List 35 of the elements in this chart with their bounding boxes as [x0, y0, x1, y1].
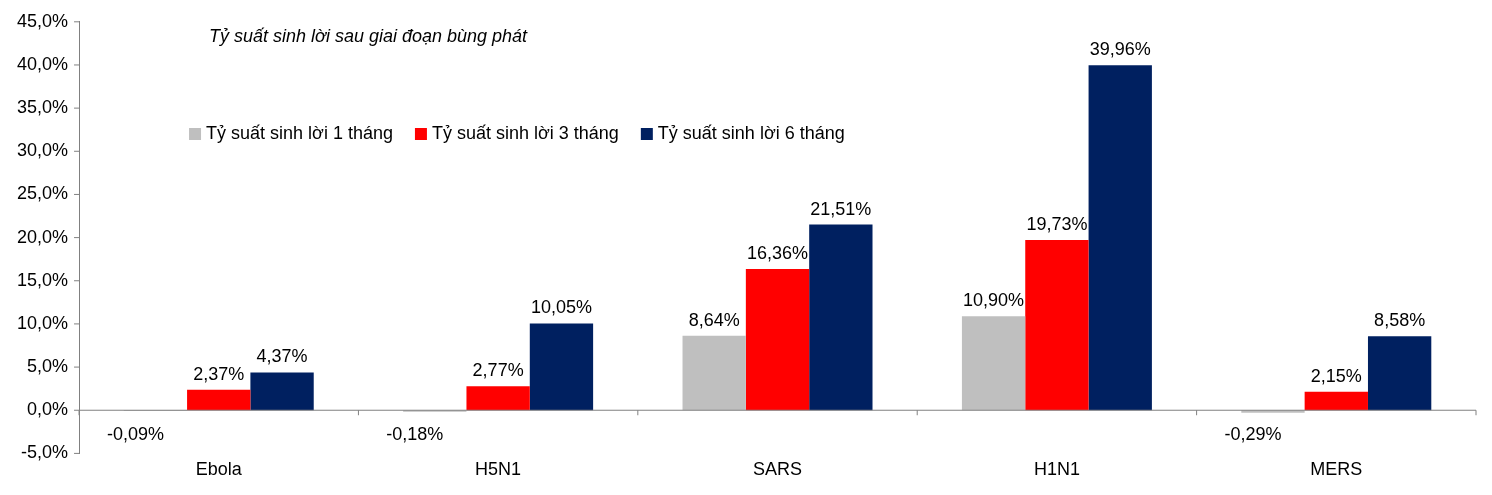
y-tick-label: 5,0% — [27, 356, 69, 377]
annotation: Tỷ suất sinh lời sau giai đoạn bùng phát — [209, 25, 529, 46]
x-tick-label: Ebola — [195, 459, 243, 480]
data-label: 2,15% — [1310, 365, 1362, 386]
y-tick-label: 25,0% — [16, 183, 69, 204]
x-tick-label: SARS — [753, 459, 803, 480]
data-label: -0,18% — [386, 424, 444, 445]
data-label: 39,96% — [1089, 39, 1151, 60]
y-tick-label: 30,0% — [16, 140, 69, 161]
legend-label: Tỷ suất sinh lời 6 tháng — [657, 122, 845, 143]
y-tick-label: 45,0% — [16, 10, 69, 31]
x-tick-label: H1N1 — [1033, 459, 1080, 480]
data-label: 16,36% — [746, 242, 809, 263]
y-tick-label: 40,0% — [16, 53, 69, 74]
y-tick-label: -5,0% — [21, 442, 69, 463]
data-label: -0,29% — [1224, 424, 1282, 445]
data-label: 2,77% — [472, 360, 524, 381]
data-label: 4,37% — [256, 346, 308, 367]
x-tick-label: MERS — [1310, 459, 1363, 480]
y-tick-label: 35,0% — [16, 97, 69, 118]
y-tick-label: 15,0% — [16, 269, 69, 290]
x-tick-label: H5N1 — [475, 459, 522, 480]
data-label: -0,09% — [106, 424, 164, 445]
data-label: 19,73% — [1026, 213, 1088, 234]
data-label: 10,05% — [530, 297, 592, 318]
y-tick-label: 20,0% — [16, 226, 69, 247]
data-label: 10,90% — [963, 290, 1025, 311]
y-tick-label: 10,0% — [16, 312, 69, 333]
y-tick-label: 0,0% — [27, 399, 69, 420]
data-label: 8,64% — [688, 309, 740, 330]
data-label: 8,58% — [1374, 310, 1426, 331]
data-label: 2,37% — [193, 363, 245, 384]
legend-label: Tỷ suất sinh lời 1 tháng — [206, 122, 393, 143]
data-label: 21,51% — [810, 198, 872, 219]
legend-label: Tỷ suất sinh lời 3 tháng — [431, 122, 619, 143]
